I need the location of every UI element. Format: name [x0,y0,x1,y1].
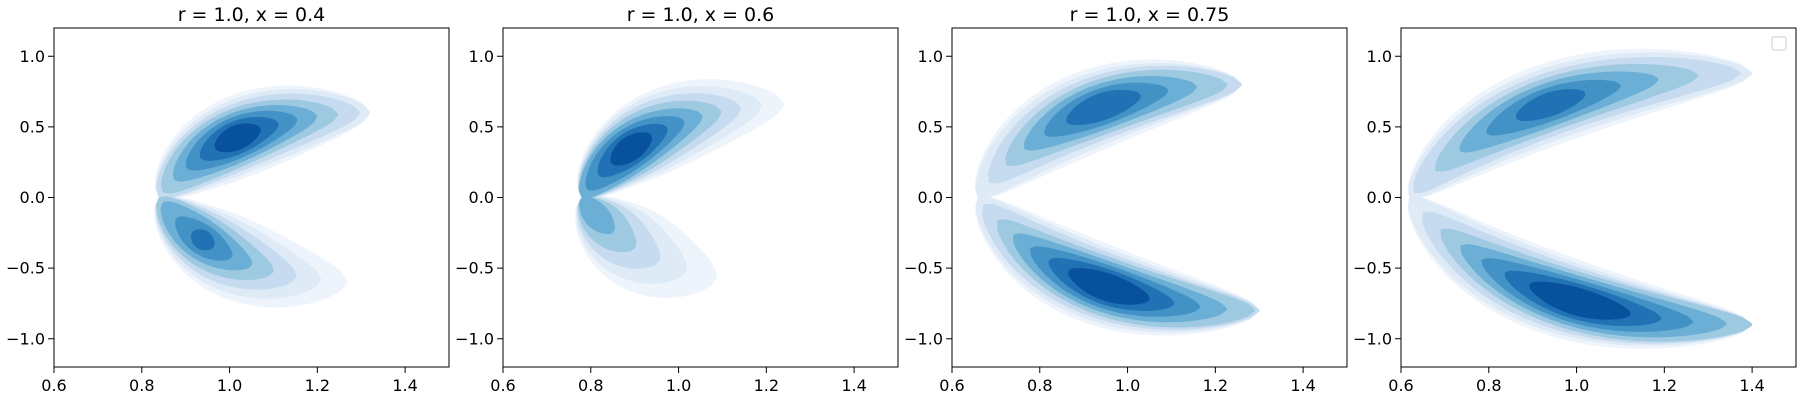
x-tick-label: 1.0 [1115,376,1140,395]
subplot-title: r = 1.0, x = 0.6 [627,4,775,26]
x-tick-label: 0.8 [578,376,603,395]
x-tick-label: 1.0 [217,376,242,395]
y-tick-label: −0.5 [904,259,943,278]
axes-frame [502,27,899,368]
x-tick-label: 1.2 [754,376,779,395]
density-contours-4 [1407,48,1753,349]
density-contours-3 [974,59,1260,336]
y-tick-label: −1.0 [455,329,494,348]
contour-level-7-lobe-2 [191,229,215,251]
subplot-1: 0.6 0.8 1.0 1.2 1.4 −1.0 −0.5 0.0 0.5 1.0 r = 1.0,… [6,4,450,395]
y-tick-label: −0.5 [6,259,45,278]
x-tick-label: 1.2 [1652,376,1677,395]
y-tick-label: 0.5 [20,117,45,136]
density-contours-1 [154,85,370,308]
x-tick-label: 0.6 [939,376,964,395]
y-tick-label: −1.0 [1353,329,1392,348]
y-tick-label: 1.0 [469,47,494,66]
contour-level-5-lobe-2 [579,196,615,235]
y-tick-label: 0.5 [469,117,494,136]
density-contours-2 [575,79,784,298]
x-tick-label: 1.4 [841,376,866,395]
x-tick-label: 0.8 [129,376,154,395]
y-tick-label: −1.0 [904,329,943,348]
x-tick-label: 1.2 [305,376,330,395]
y-tick-label: −0.5 [1353,259,1392,278]
x-tick-label: 1.4 [1290,376,1315,395]
y-tick-label: −1.0 [6,329,45,348]
y-tick-label: 0.5 [918,117,943,136]
y-tick-label: 0.0 [1367,188,1392,207]
contour-level-8-lobe-2 [1068,268,1150,305]
y-tick-label: 0.0 [469,188,494,207]
subplot-2: 0.6 0.8 1.0 1.2 1.4 −1.0 −0.5 0.0 0.5 1.0 r = 1.0,… [455,4,899,395]
y-tick-label: 0.0 [918,188,943,207]
subplot-4: 0.6 0.8 1.0 1.2 1.4 −1.0 −0.5 0.0 0.5 1.0 [1353,27,1797,395]
contour-level-8-lobe-1 [610,132,653,166]
x-tick-label: 1.2 [1203,376,1228,395]
x-tick-label: 1.4 [392,376,417,395]
subplot-title: r = 1.0, x = 0.75 [1070,4,1230,26]
legend-box [1771,36,1787,51]
x-tick-label: 0.6 [490,376,515,395]
contour-level-7-lobe-1 [1515,89,1586,121]
contour-level-8-lobe-1 [214,123,261,153]
axes-frame [53,27,450,368]
y-tick-label: 1.0 [20,47,45,66]
y-tick-label: −0.5 [455,259,494,278]
y-tick-label: 1.0 [1367,47,1392,66]
y-tick-label: 0.0 [20,188,45,207]
x-tick-label: 0.6 [1388,376,1413,395]
x-tick-label: 0.8 [1476,376,1501,395]
x-tick-label: 1.4 [1739,376,1764,395]
subplot-3: 0.6 0.8 1.0 1.2 1.4 −1.0 −0.5 0.0 0.5 1.0 r = 1.0,… [904,4,1348,395]
contour-level-8-lobe-2 [1529,281,1631,320]
x-tick-label: 0.8 [1027,376,1052,395]
subplot-title: r = 1.0, x = 0.4 [178,4,326,26]
contour-level-7-lobe-1 [1066,89,1141,126]
x-tick-label: 1.0 [666,376,691,395]
y-tick-label: 0.5 [1367,117,1392,136]
y-tick-label: 1.0 [918,47,943,66]
x-tick-label: 1.0 [1564,376,1589,395]
x-tick-label: 0.6 [41,376,66,395]
